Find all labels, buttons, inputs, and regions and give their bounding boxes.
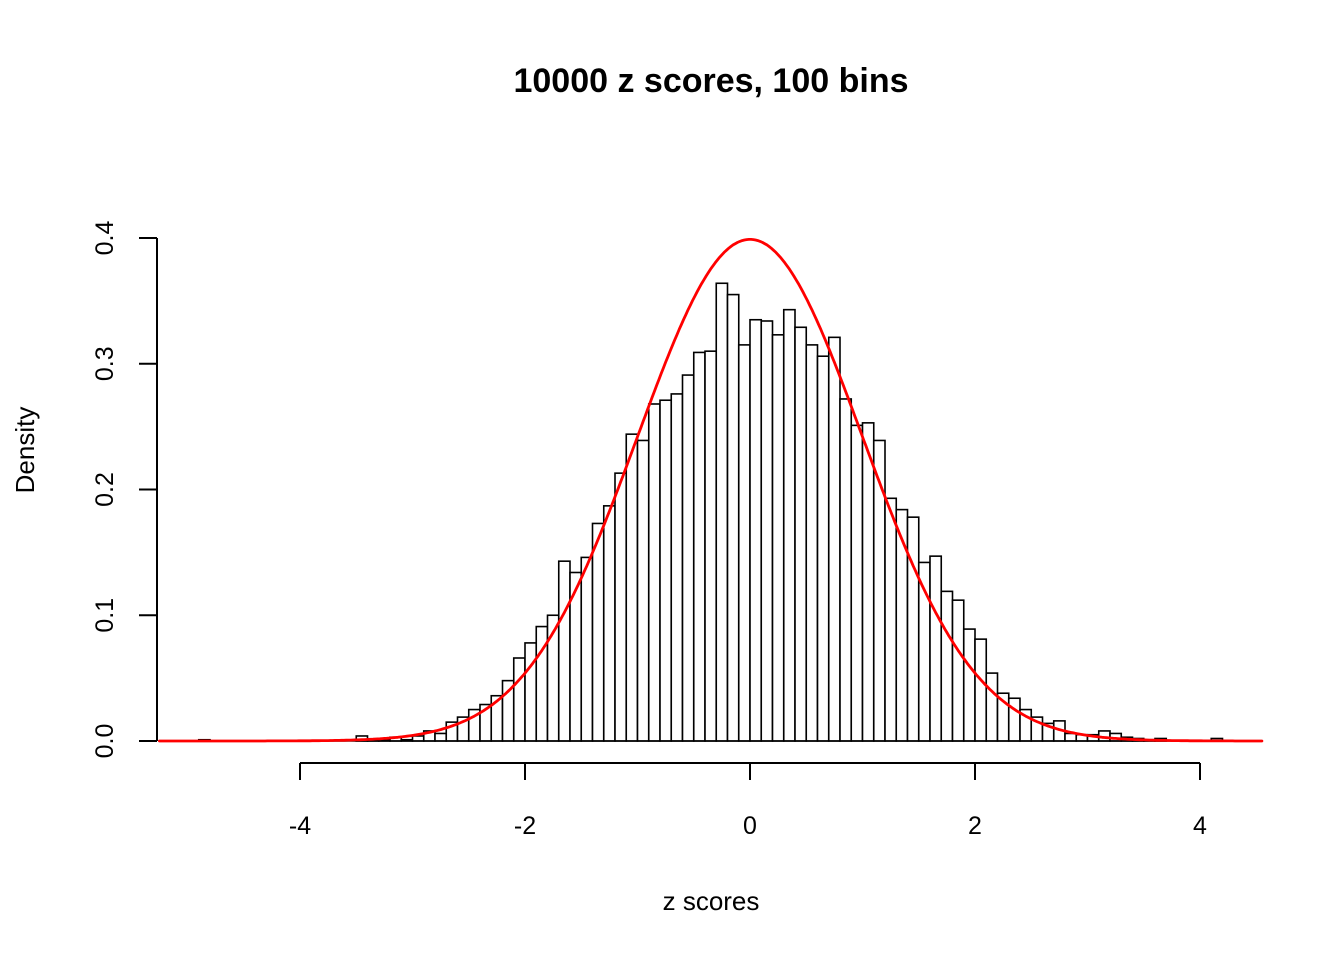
histogram-bar — [1007, 697, 1021, 742]
histogram-bar — [625, 433, 639, 742]
x-tick-label: -2 — [514, 812, 536, 840]
histogram-bar — [827, 336, 841, 742]
histogram-bar — [715, 282, 729, 742]
histogram-bar — [737, 344, 751, 742]
histogram-bar — [962, 628, 976, 742]
histogram-bar — [692, 351, 706, 742]
x-tick-label: 4 — [1193, 812, 1207, 840]
y-tick-label: 0.3 — [91, 346, 119, 381]
histogram-bar — [580, 556, 594, 742]
y-axis: 0.0 0.1 0.2 0.3 0.4 — [91, 221, 158, 759]
histogram-bar — [647, 403, 661, 742]
histogram-bar — [512, 657, 526, 742]
histogram-bar — [591, 522, 605, 742]
histogram-bar — [850, 424, 864, 742]
histogram-bar — [557, 560, 571, 742]
histogram-bar — [771, 334, 785, 742]
histogram-bar — [974, 638, 988, 742]
histogram-bar — [929, 555, 943, 742]
histogram-bar — [602, 505, 616, 742]
histogram-bar — [985, 672, 999, 742]
histogram-bar — [895, 508, 909, 742]
histogram-bar — [524, 642, 538, 742]
histogram-bar — [749, 318, 763, 742]
histogram-bar — [704, 350, 718, 742]
histogram-bar — [805, 344, 819, 742]
histogram-bar — [816, 355, 830, 742]
plot-title: 10000 z scores, 100 bins — [513, 62, 908, 100]
histogram-bar — [861, 422, 875, 742]
histogram-bar — [614, 472, 628, 742]
x-tick-label: -4 — [289, 812, 311, 840]
histogram-bar — [681, 374, 695, 742]
histogram-bar — [839, 398, 853, 742]
y-tick-label: 0.1 — [91, 598, 119, 633]
histogram-bar — [636, 439, 650, 742]
histogram-bar — [782, 308, 796, 742]
histogram-bar — [794, 326, 808, 742]
x-axis-label: z scores — [663, 886, 760, 916]
histogram-bar — [670, 393, 684, 742]
y-tick-label: 0.0 — [91, 724, 119, 759]
x-axis: -4 -2 0 2 4 — [289, 762, 1207, 840]
histogram-bar — [940, 590, 954, 742]
y-tick-label: 0.4 — [91, 221, 119, 256]
histogram-bar — [906, 516, 920, 742]
normal-curve — [157, 237, 1264, 743]
normal-density-curve — [157, 237, 1264, 743]
histogram-bar — [659, 399, 673, 742]
histogram-bar — [434, 732, 448, 742]
histogram-bar — [884, 497, 898, 742]
histogram-bar — [951, 599, 965, 742]
histogram-bar — [726, 293, 740, 742]
x-tick-label: 2 — [968, 812, 982, 840]
histogram-bar — [760, 320, 774, 742]
histogram-bars — [197, 282, 1224, 742]
y-tick-label: 0.2 — [91, 472, 119, 507]
x-tick-label: 0 — [743, 812, 757, 840]
y-axis-label: Density — [10, 407, 40, 494]
